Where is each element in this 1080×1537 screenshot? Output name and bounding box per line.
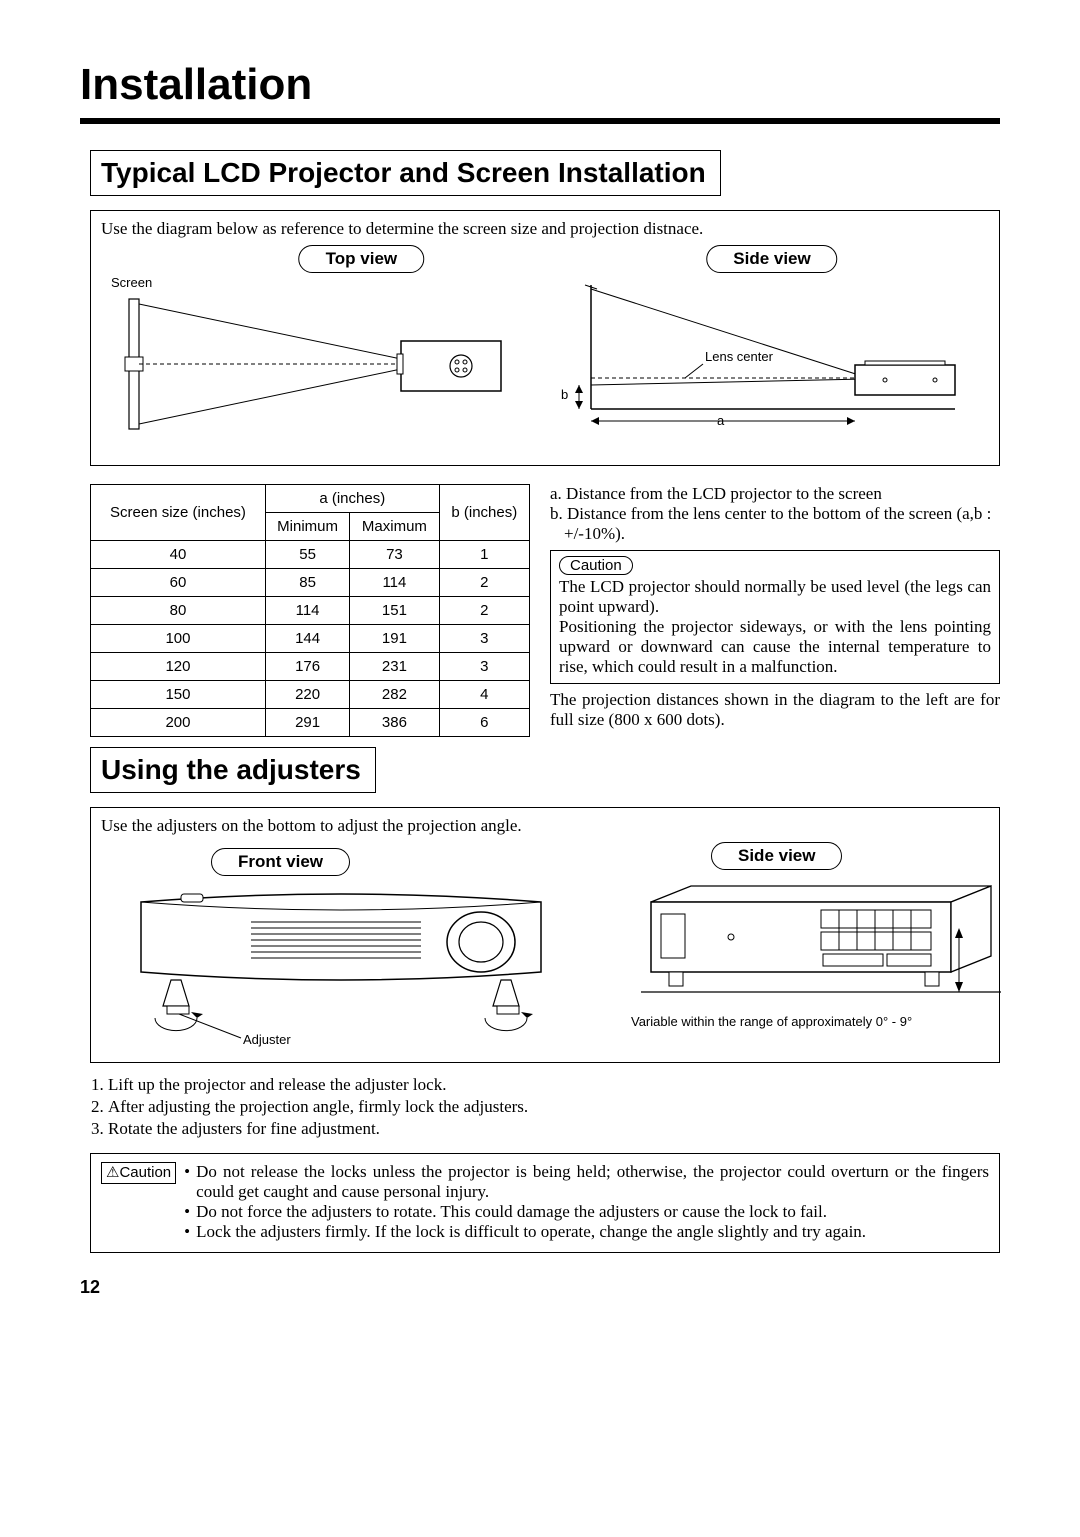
th-screensize: Screen size (inches) [91,485,266,541]
install-diagram-panel: Use the diagram below as reference to de… [90,210,1000,466]
table-row: 801141512 [91,597,530,625]
caution2-b2: Do not force the adjusters to rotate. Th… [196,1202,827,1222]
table-cell: 6 [439,709,529,737]
adjuster-label: Adjuster [243,1032,291,1047]
adjusters-panel: Use the adjusters on the bottom to adjus… [90,807,1000,1063]
table-cell: 120 [91,653,266,681]
step-3: Rotate the adjusters for fine adjustment… [108,1119,1000,1139]
table-cell: 220 [265,681,349,709]
caution-box-1: Caution The LCD projector should normall… [550,550,1000,684]
table-cell: 60 [91,569,266,597]
topview-diagram [101,259,531,459]
lens-center-label: Lens center [705,349,773,364]
table-cell: 40 [91,541,266,569]
page-title: Installation [80,60,1000,110]
table-cell: 191 [350,625,439,653]
def-a: a. Distance from the LCD projector to th… [564,484,1000,504]
table-cell: 150 [91,681,266,709]
th-max: Maximum [350,513,439,541]
th-b: b (inches) [439,485,529,541]
table-cell: 85 [265,569,349,597]
table-cell: 2 [439,569,529,597]
caution2-b3: Lock the adjusters firmly. If the lock i… [196,1222,866,1242]
table-row: 1001441913 [91,625,530,653]
section2-intro: Use the adjusters on the bottom to adjus… [101,816,989,836]
mid-row: Screen size (inches) a (inches) b (inche… [90,484,1000,737]
table-cell: 151 [350,597,439,625]
caution-box-2: ⚠Caution •Do not release the locks unles… [90,1153,1000,1253]
th-a: a (inches) [265,485,439,513]
definitions-col: a. Distance from the LCD projector to th… [550,484,1000,737]
table-cell: 282 [350,681,439,709]
sideview2-label: Side view [711,842,842,870]
distance-table-wrap: Screen size (inches) a (inches) b (inche… [90,484,530,737]
table-cell: 1 [439,541,529,569]
table-cell: 176 [265,653,349,681]
table-cell: 80 [91,597,266,625]
title-rule [80,118,1000,124]
table-cell: 200 [91,709,266,737]
table-cell: 114 [265,597,349,625]
table-cell: 100 [91,625,266,653]
note-after-caution: The projection distances shown in the di… [550,690,1000,730]
dim-b-label: b [561,387,568,402]
table-cell: 386 [350,709,439,737]
th-min: Minimum [265,513,349,541]
section-heading-installation: Typical LCD Projector and Screen Install… [90,150,721,196]
table-cell: 55 [265,541,349,569]
sideview-col: Side view [555,245,989,455]
section1-intro: Use the diagram below as reference to de… [101,219,989,239]
table-cell: 3 [439,625,529,653]
adjuster-steps: Lift up the projector and release the ad… [90,1075,1000,1139]
topview-col: Top view Screen [101,245,535,455]
distance-table: Screen size (inches) a (inches) b (inche… [90,484,530,737]
table-cell: 231 [350,653,439,681]
frontview-label: Front view [211,848,350,876]
step-2: After adjusting the projection angle, fi… [108,1097,1000,1117]
caution-pill-1: Caution [559,556,633,575]
table-cell: 3 [439,653,529,681]
dim-a-label: a [717,413,724,428]
table-row: 4055731 [91,541,530,569]
table-cell: 291 [265,709,349,737]
table-row: 1502202824 [91,681,530,709]
frontview-col: Front view [101,842,581,1052]
table-cell: 2 [439,597,529,625]
table-row: 60851142 [91,569,530,597]
section-heading-adjusters: Using the adjusters [90,747,376,793]
table-cell: 73 [350,541,439,569]
table-row: 1201762313 [91,653,530,681]
caution1-p2: Positioning the projector sideways, or w… [559,617,991,677]
page-number: 12 [80,1277,1000,1298]
caution2-b1: Do not release the locks unless the proj… [196,1162,989,1202]
caution1-p1: The LCD projector should normally be use… [559,577,991,617]
sideview2-col: Side view [591,842,1011,1052]
table-cell: 114 [350,569,439,597]
table-cell: 4 [439,681,529,709]
table-cell: 144 [265,625,349,653]
step-1: Lift up the projector and release the ad… [108,1075,1000,1095]
caution-badge: ⚠Caution [101,1162,176,1184]
def-b: b. Distance from the lens center to the … [564,504,1000,544]
range-label: Variable within the range of approximate… [631,1014,912,1029]
table-row: 2002913866 [91,709,530,737]
